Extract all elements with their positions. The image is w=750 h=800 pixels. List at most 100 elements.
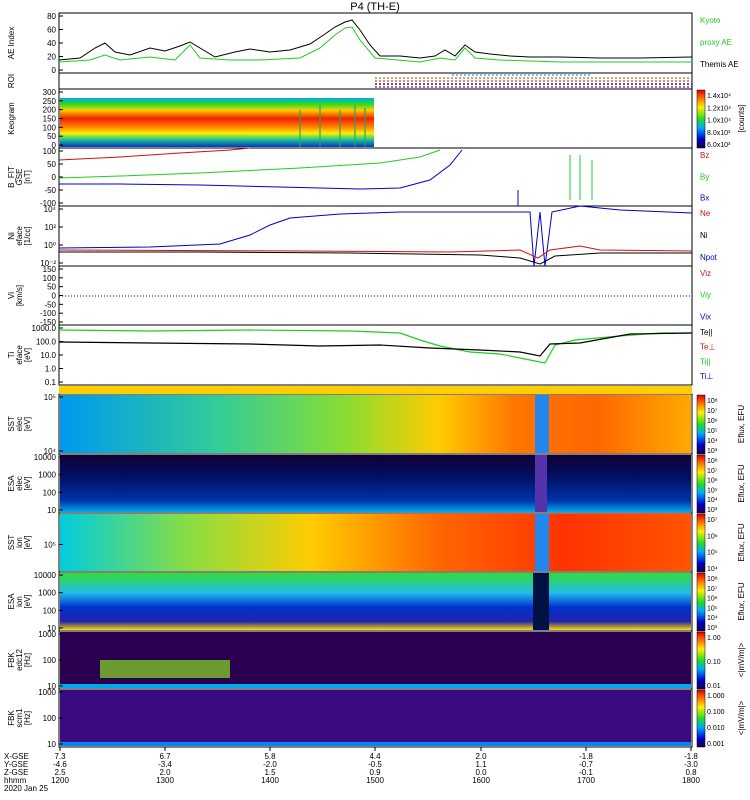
- ytick-keogram: 200: [43, 106, 57, 115]
- cb-tick-sst_e: 10⁸: [707, 398, 718, 405]
- fbk-edc-band: [100, 660, 230, 678]
- ytick-bfit: -100: [40, 199, 57, 208]
- cb-label-fbk_s: <|mV/m|>: [737, 700, 746, 735]
- ytick-keogram: 250: [43, 97, 57, 106]
- sst-elec-topbar: [59, 386, 692, 394]
- cb-tick-sst_i: 10⁷: [707, 517, 718, 524]
- ylabel-bfit-0: B_FIT: [7, 166, 16, 188]
- legend-ae: proxy AE: [700, 38, 732, 47]
- xaxis-value: 1.1: [475, 760, 487, 769]
- cb-tick-fbk_e: 0.10: [707, 659, 721, 666]
- cb-label-esa_e: Eflux, EFU: [737, 464, 746, 502]
- xaxis-value: 6.7: [159, 752, 171, 761]
- ytick-esa_i: 1000: [38, 589, 56, 598]
- ylabel-fbk_e-0: FBK: [7, 652, 16, 668]
- sst-elec-image: [60, 395, 691, 453]
- cb-tick-sst_e: 10⁵: [707, 428, 718, 435]
- cb-tick-esa_e: 10⁵: [707, 487, 718, 494]
- legend-bfit: Bz: [700, 151, 709, 160]
- ytick-vi: 0: [52, 292, 57, 301]
- xaxis-value: 5.8: [264, 752, 276, 761]
- xaxis-rowname: Z-GSE: [4, 768, 28, 777]
- legend-ti: Te||: [700, 328, 713, 337]
- legend-ni: Ni: [700, 231, 708, 240]
- ytick-keogram: 300: [43, 88, 57, 97]
- ylabel-esa_e-0: ESA: [7, 475, 16, 492]
- cb-tick-esa_e: 10³: [707, 507, 718, 514]
- cb-tick-keogram: 8.0x10³: [707, 130, 731, 137]
- cb-tick-keogram: 1.4x10⁴: [707, 93, 731, 100]
- ylabel-ni-0: Ni: [7, 232, 16, 240]
- ylabel-fbk_s-1: scm1: [15, 708, 24, 728]
- ylabel-sst_i-1: ion: [15, 537, 24, 548]
- xaxis-value: 2.0: [159, 768, 171, 777]
- xaxis-rowname: X-GSE: [4, 752, 29, 761]
- ylabel-fbk_s-0: FBK: [7, 710, 16, 726]
- cb-tick-keogram: 6.0x10³: [707, 142, 731, 149]
- ytick-ae: 80: [47, 12, 56, 21]
- cb-tick-esa_e: 10⁶: [707, 478, 718, 485]
- ytick-fbk_s: 1000: [38, 688, 56, 697]
- ylabel-fbk_s-2: [Hz]: [23, 711, 32, 725]
- ytick-esa_i: 100: [43, 606, 57, 615]
- ylabel-esa_e-2: [eV]: [23, 476, 32, 490]
- ne-line: [58, 245, 693, 259]
- xaxis-value: 1600: [472, 776, 490, 785]
- legend-ti: Ti⊥: [700, 372, 713, 381]
- by-line: [58, 149, 441, 179]
- ytick-fbk_e: 1000: [38, 630, 56, 639]
- xaxis-value: -0.5: [368, 760, 382, 769]
- legend-ni: Npot: [700, 253, 718, 262]
- legend-ni: Ne: [700, 209, 711, 218]
- legend-bfit: Bx: [700, 194, 709, 203]
- cb-tick-fbk_s: 0.010: [707, 725, 725, 732]
- ylabel-ni-1: eface: [15, 226, 24, 246]
- ni-lines: [58, 205, 693, 267]
- legend-vi: Viz: [700, 269, 711, 278]
- cb-tick-esa_e: 10⁴: [707, 497, 718, 504]
- colorbars: [696, 89, 706, 748]
- ylabel-fbk_e-1: edc12: [15, 649, 24, 671]
- ni-line: [59, 251, 692, 265]
- esa-elec-image: [60, 455, 691, 512]
- legend-ti: Te⊥: [700, 343, 715, 352]
- xaxis-value: -3.0: [684, 760, 698, 769]
- xaxis-value: -1.8: [684, 752, 698, 761]
- ytick-esa_e: 10000: [34, 453, 57, 462]
- roi-dashes: [375, 74, 692, 88]
- xaxis-value: 1400: [261, 776, 279, 785]
- legend-vi: Vix: [700, 312, 711, 321]
- ytick-ni: 10⁴: [44, 205, 57, 214]
- cb-tick-esa_i: 10⁵: [707, 605, 718, 612]
- fbk-edc-band2: [60, 684, 691, 688]
- ytick-esa_i: 10: [47, 624, 56, 633]
- legend-bfit: By: [700, 172, 709, 181]
- keogram-streaks: [299, 105, 366, 147]
- ytick-keogram: 100: [43, 123, 57, 132]
- ylabel-ni-2: [1/cc]: [23, 226, 32, 245]
- xaxis-value: 1200: [51, 776, 69, 785]
- ytick-vi: 150: [43, 265, 57, 274]
- ylabel-bfit-1: GSE: [15, 169, 24, 186]
- keogram-image: [60, 98, 374, 147]
- xaxis-value: 4.4: [369, 752, 381, 761]
- ytick-ti: 100.0: [36, 338, 57, 347]
- ylabel-vi-0: Vi: [7, 292, 16, 299]
- ti-para-line: [58, 329, 692, 364]
- ytick-keogram: 50: [47, 132, 56, 141]
- legend-ti: Ti||: [700, 357, 711, 366]
- fbk-scm-image: [60, 690, 691, 746]
- cb-tick-esa_i: 10³: [707, 625, 718, 632]
- npot-line: [58, 205, 693, 267]
- xaxis-value: 2.5: [54, 768, 66, 777]
- cb-label-sst_e: Eflux, EFU: [737, 405, 746, 443]
- ylabel-vi-1: [km/s]: [15, 285, 24, 306]
- te-line: [58, 332, 693, 357]
- ytick-fbk_s: 100: [43, 714, 57, 723]
- xaxis-value: 0.0: [475, 768, 487, 777]
- ytick-esa_e: 100: [43, 488, 57, 497]
- ytick-esa_e: 1000: [38, 471, 56, 480]
- cb-tick-fbk_s: 0.001: [707, 741, 725, 748]
- ytick-vi: -100: [40, 309, 57, 318]
- cb-tick-keogram: 1.2x10⁴: [707, 105, 731, 112]
